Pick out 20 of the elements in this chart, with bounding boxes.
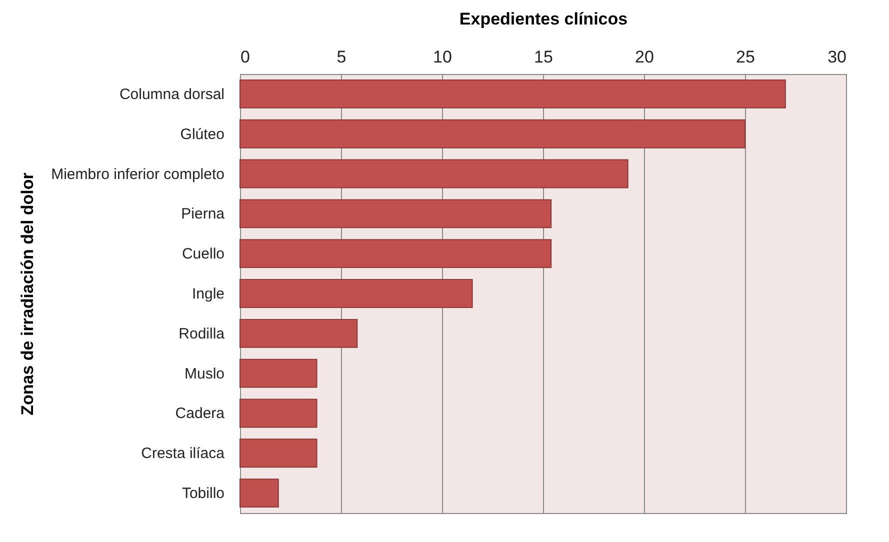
y-tick-label: Cresta ilíaca bbox=[141, 445, 226, 462]
x-tick-label: 20 bbox=[635, 48, 654, 66]
y-tick-label: Pierna bbox=[181, 206, 226, 223]
y-tick-label: Columna dorsal bbox=[119, 86, 224, 103]
x-axis-title: Expedientes clínicos bbox=[459, 10, 628, 28]
y-tick-label: Ingle bbox=[192, 286, 224, 302]
x-tick-label: 15 bbox=[534, 48, 553, 66]
x-tick-label: 30 bbox=[828, 48, 846, 66]
y-tick-label: Cuello bbox=[182, 246, 224, 263]
x-tick-label: 10 bbox=[433, 48, 452, 66]
x-tick-label: 0 bbox=[240, 48, 250, 66]
x-tick-label: 25 bbox=[736, 48, 755, 66]
y-axis-title: Zonas de irradiación del dolor bbox=[18, 172, 38, 416]
y-tick-label: Miembro inferior completo bbox=[51, 166, 224, 183]
y-tick-label: Rodilla bbox=[178, 325, 226, 342]
y-tick-label: Cadera bbox=[175, 405, 226, 422]
y-tick-label: Tobillo bbox=[182, 485, 224, 502]
x-tick-label: 5 bbox=[336, 48, 346, 66]
y-tick-label: Glúteo bbox=[180, 126, 224, 143]
y-tick-label: Muslo bbox=[184, 365, 224, 382]
